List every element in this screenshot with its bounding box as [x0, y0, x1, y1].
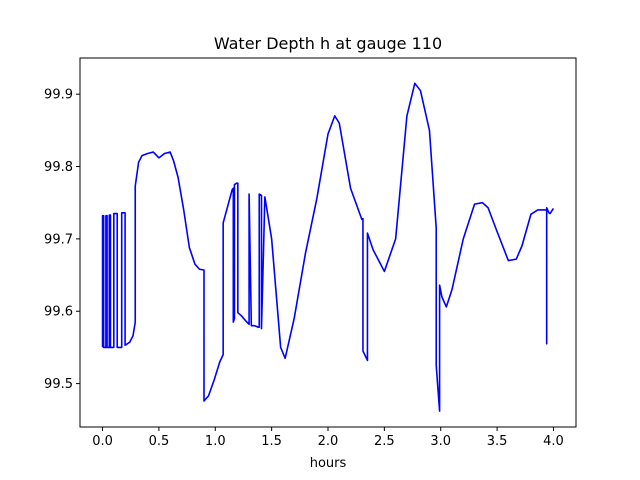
y-tick-label: 99.9	[44, 88, 73, 103]
x-tick-label: 3.5	[487, 434, 508, 449]
y-tick-label: 99.5	[44, 377, 73, 392]
y-tick-label: 99.6	[44, 305, 73, 320]
y-tick-label: 99.7	[44, 232, 73, 247]
x-tick-label: 1.0	[205, 434, 226, 449]
chart-title: Water Depth h at gauge 110	[214, 34, 442, 53]
series-layer	[101, 82, 555, 412]
x-tick-label: 0.5	[149, 434, 170, 449]
tick-layer: 0.0 0.5 1.0 1.5 2.0 2.5 3.0 3.5 4.0 99.5 99.6 99.7 9…	[44, 88, 564, 449]
x-tick-label: 3.0	[430, 434, 451, 449]
y-tick-label: 99.8	[44, 160, 73, 175]
plot-frame	[79, 57, 577, 428]
plot-area	[80, 58, 576, 427]
x-tick-label: 2.0	[318, 434, 339, 449]
x-tick-label: 1.5	[261, 434, 282, 449]
x-tick-label: 0.0	[92, 434, 113, 449]
x-axis-label: hours	[310, 456, 347, 471]
x-tick-label: 2.5	[374, 434, 395, 449]
x-tick-label: 4.0	[543, 434, 564, 449]
series-line-0	[101, 82, 555, 412]
